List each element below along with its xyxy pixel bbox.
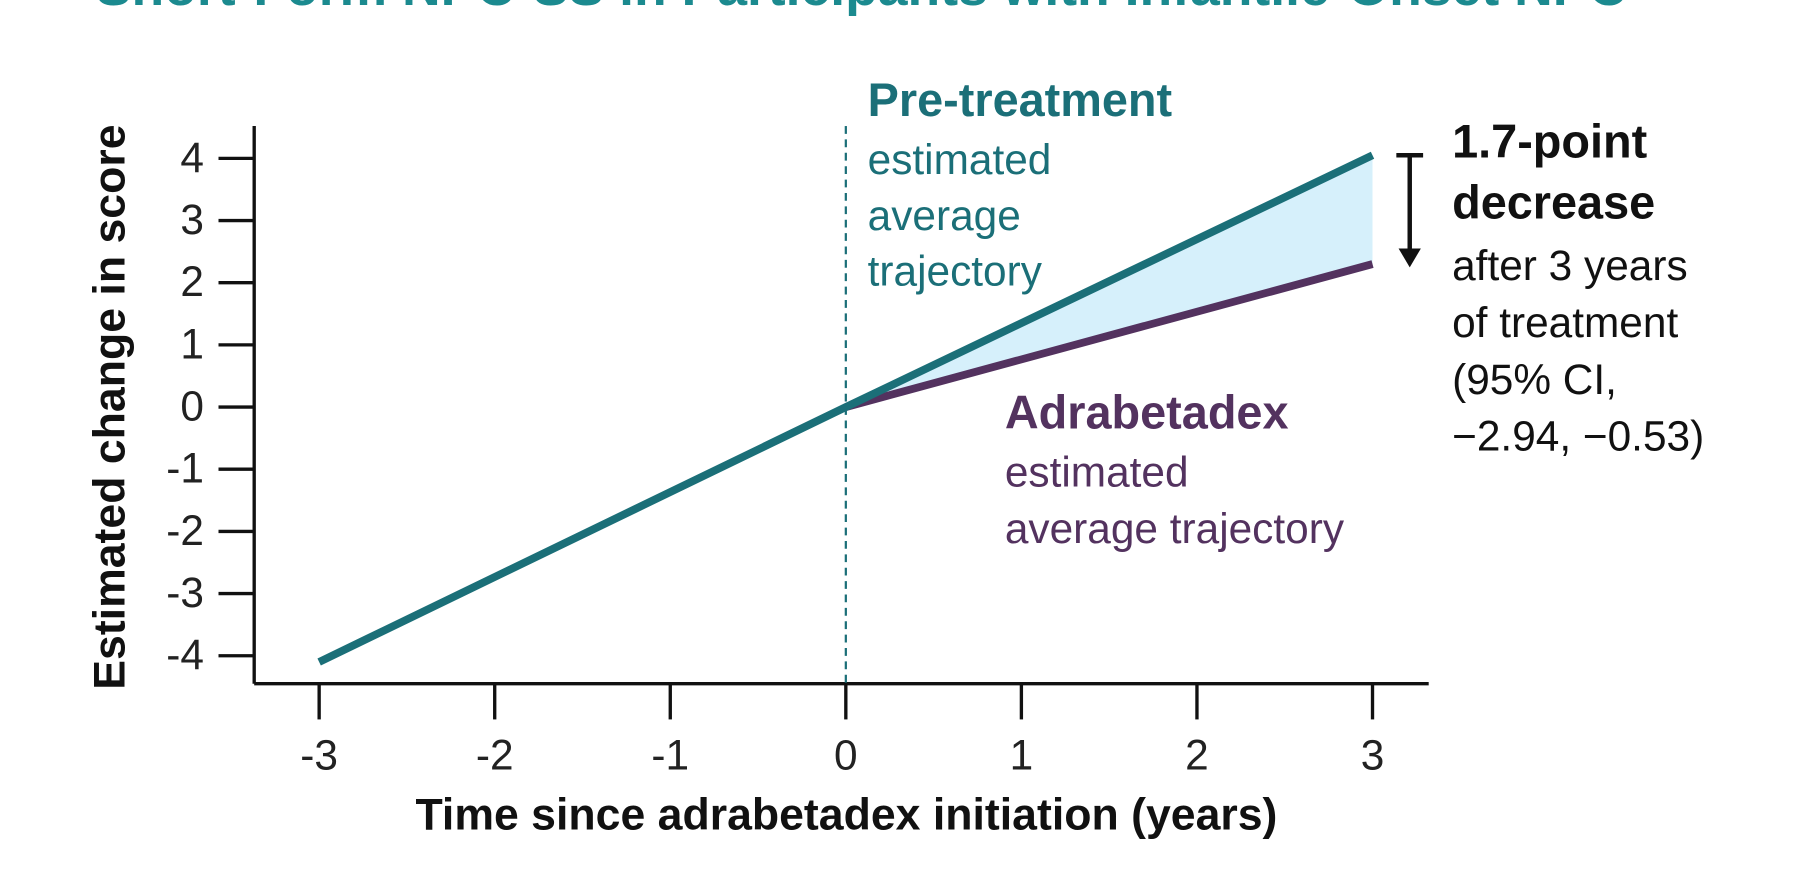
y-tick-label: 1 <box>180 320 204 367</box>
difference-headline: decrease <box>1452 177 1655 229</box>
difference-note: (95% CI, <box>1452 356 1617 403</box>
y-tick-label: -1 <box>166 445 204 492</box>
series-line <box>317 151 1375 666</box>
series-description: estimated <box>868 136 1052 183</box>
difference-note: −2.94, −0.53) <box>1452 413 1704 460</box>
x-tick-label: -2 <box>476 732 514 779</box>
difference-headline: 1.7-point <box>1452 115 1648 167</box>
x-tick-label: 2 <box>1185 732 1209 779</box>
y-tick-label: 3 <box>180 196 204 243</box>
difference-note: after 3 years <box>1452 242 1688 289</box>
series-label: Adrabetadex <box>1005 386 1289 438</box>
x-tick-label: 0 <box>834 732 858 779</box>
series-description: trajectory <box>868 248 1043 295</box>
difference-note: of treatment <box>1452 299 1678 346</box>
arrow-head <box>1398 248 1421 268</box>
series-description: average trajectory <box>1005 505 1345 552</box>
y-tick-label: 4 <box>180 134 204 181</box>
x-tick-label: 3 <box>1361 732 1385 779</box>
series-label: Pre-treatment <box>868 74 1173 126</box>
y-tick-label: -2 <box>166 507 204 554</box>
y-tick-label: -3 <box>166 569 204 616</box>
x-tick-label: -1 <box>651 732 689 779</box>
x-tick-label: -3 <box>300 732 338 779</box>
series-line <box>844 260 1374 411</box>
chart-title: Short-Form NPC-SS in Participants with I… <box>96 0 1627 17</box>
y-tick-label: 0 <box>180 382 204 429</box>
series-description: average <box>868 192 1021 239</box>
y-tick-label: -4 <box>166 631 204 678</box>
x-axis-label: Time since adrabetadex initiation (years… <box>415 790 1277 839</box>
x-tick-label: 1 <box>1010 732 1034 779</box>
series-description: estimated <box>1005 448 1189 495</box>
y-axis-label: Estimated change in score <box>85 124 134 689</box>
y-tick-label: 2 <box>180 258 204 305</box>
